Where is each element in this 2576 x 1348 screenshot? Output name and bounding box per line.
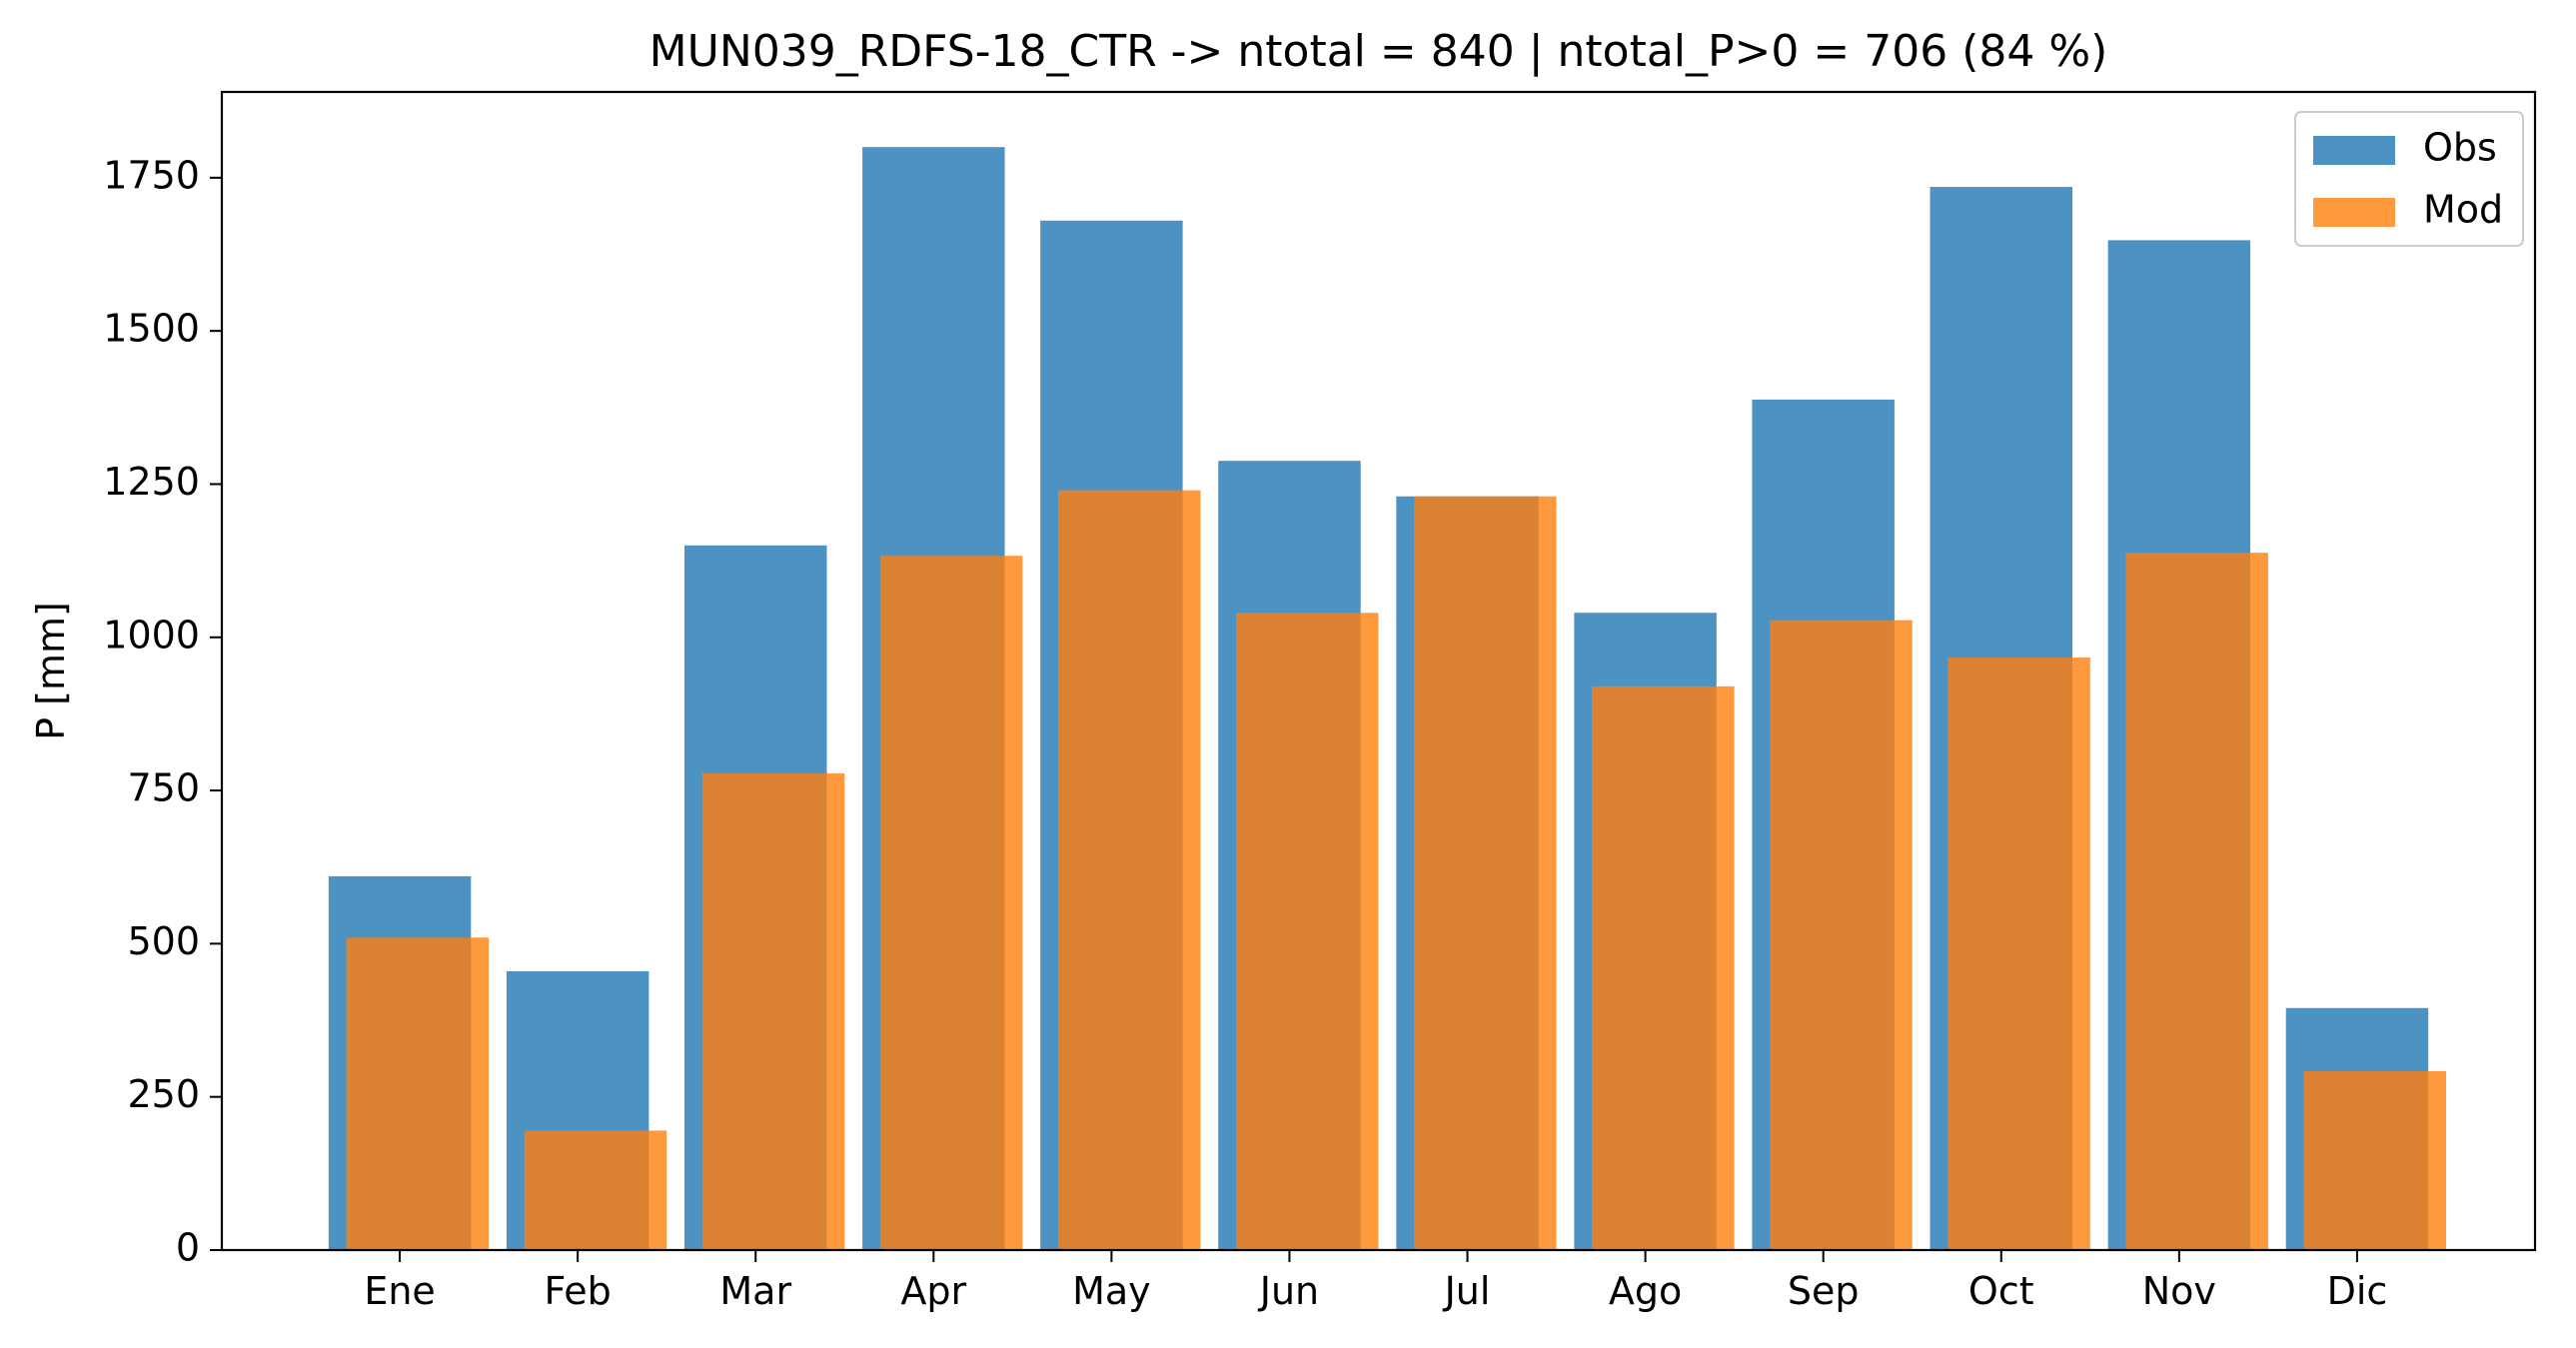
x-tick-label: Feb <box>545 1269 612 1313</box>
bar-mod-sep <box>1770 620 1913 1250</box>
legend-label-mod: Mod <box>2423 188 2503 232</box>
x-tick-label: May <box>1072 1269 1151 1313</box>
x-tick-label: Ago <box>1609 1269 1682 1313</box>
y-axis-ticks: 0 250 500 750 1000 1250 1500 1750 <box>103 153 222 1270</box>
bar-mod-ene <box>346 937 490 1250</box>
y-tick-label: 500 <box>127 919 200 963</box>
bar-mod-oct <box>1947 658 2090 1250</box>
legend: Obs Mod <box>2294 111 2524 247</box>
x-tick-label: Jun <box>1258 1269 1319 1313</box>
bar-mod-nov <box>2125 553 2268 1250</box>
bar-mod-jun <box>1236 613 1379 1250</box>
y-tick-label: 0 <box>176 1226 200 1270</box>
x-tick-label: Dic <box>2327 1269 2388 1313</box>
bar-mod-ago <box>1592 685 1735 1250</box>
y-tick-label: 750 <box>127 766 200 810</box>
x-tick-label: Ene <box>364 1269 435 1313</box>
bar-mod-mar <box>701 772 845 1250</box>
x-tick-label: Oct <box>1968 1269 2034 1313</box>
x-tick-label: Nov <box>2142 1269 2216 1313</box>
y-tick-label: 1750 <box>103 153 200 197</box>
bar-mod-feb <box>524 1130 667 1250</box>
y-tick-label: 1000 <box>103 613 200 657</box>
chart-title: MUN039_RDFS-18_CTR -> ntotal = 840 | nto… <box>649 26 2108 77</box>
bar-mod-may <box>1057 490 1201 1250</box>
bars-layer <box>328 147 2446 1251</box>
x-tick-label: Jul <box>1443 1269 1491 1313</box>
plot-frame <box>220 90 2537 1252</box>
x-tick-label: Apr <box>900 1269 966 1313</box>
x-axis-ticks: Ene Feb Mar Apr May Jun Jul Ago Sep Oct Nov Dic <box>364 1250 2387 1313</box>
y-axis-label: P [mm] <box>29 602 73 740</box>
x-tick-label: Mar <box>719 1269 791 1313</box>
legend-swatch-mod <box>2313 198 2395 227</box>
y-tick-label: 1250 <box>103 460 200 504</box>
y-tick-label: 1500 <box>103 307 200 351</box>
x-tick-label: Sep <box>1788 1269 1860 1313</box>
bar-mod-jul <box>1414 496 1557 1250</box>
legend-label-obs: Obs <box>2423 126 2497 170</box>
legend-swatch-obs <box>2313 136 2395 165</box>
axes-layer <box>220 90 2537 1252</box>
y-tick-label: 250 <box>127 1072 200 1116</box>
bar-mod-dic <box>2303 1070 2446 1250</box>
bar-mod-apr <box>879 556 1023 1250</box>
